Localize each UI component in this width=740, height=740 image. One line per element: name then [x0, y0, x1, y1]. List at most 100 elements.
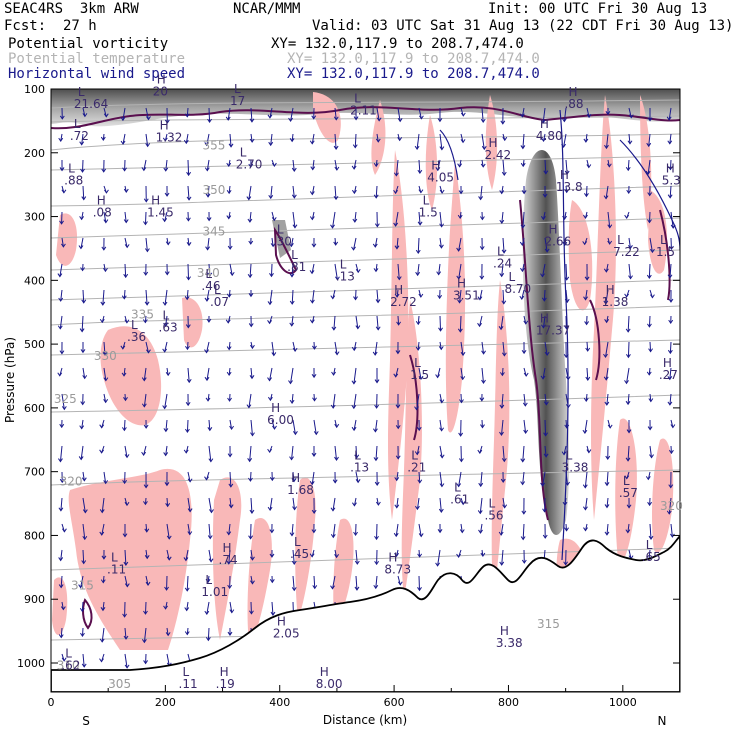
wind-arrow	[292, 497, 296, 510]
wind-arrow-head	[101, 246, 107, 251]
wind-arrow-head	[163, 167, 169, 172]
wind-arrow-head	[146, 349, 151, 354]
pv-minimum-marker: L	[423, 194, 430, 208]
wind-arrow-head	[355, 479, 361, 484]
wind-arrow-head	[228, 504, 234, 509]
wind-arrow	[355, 445, 358, 458]
wind-arrow	[229, 263, 233, 276]
pv-extremum-value: 20	[153, 84, 168, 98]
wind-arrow-head	[145, 581, 151, 586]
wind-arrow-head	[543, 453, 549, 458]
wind-arrow-head	[351, 346, 357, 352]
wind-arrow-head	[271, 217, 277, 222]
wind-arrow-head	[207, 272, 213, 277]
wind-arrow-head	[540, 482, 545, 487]
pv-minimum-marker: L	[205, 267, 212, 281]
wind-arrow-head	[267, 377, 272, 382]
wind-arrow-head	[289, 456, 294, 461]
wind-arrow-head	[520, 162, 526, 168]
wind-arrow-head	[124, 501, 130, 507]
wind-arrow	[585, 393, 588, 402]
wind-arrow-head	[521, 349, 527, 355]
wind-arrow-head	[604, 504, 610, 509]
wind-arrow-head	[523, 429, 529, 434]
wind-arrow-head	[605, 110, 611, 116]
wind-arrow-head	[186, 196, 192, 201]
wind-arrow-head	[78, 584, 84, 589]
wind-arrow-head	[351, 189, 357, 195]
wind-arrow-head	[81, 663, 87, 668]
wind-arrow	[564, 497, 567, 506]
wind-arrow	[122, 107, 126, 121]
wind-arrow-head	[565, 481, 570, 486]
wind-arrow	[439, 445, 443, 458]
wind-arrow-head	[603, 376, 609, 381]
pv-extremum-value: 5.3	[662, 174, 681, 188]
wind-arrow-head	[607, 224, 613, 229]
wind-arrow-head	[583, 527, 588, 532]
wind-arrow-head	[268, 141, 274, 147]
wind-arrow-head	[247, 273, 253, 279]
wind-arrow	[584, 497, 588, 510]
wind-arrow-head	[330, 534, 336, 539]
wind-arrow-head	[226, 189, 232, 195]
wind-arrow-head	[333, 145, 339, 150]
pv-extremum-value: .19	[216, 677, 235, 691]
wind-arrow-head	[460, 351, 466, 357]
wind-arrow-head	[163, 452, 169, 457]
pv-extremum-value: 2.42	[484, 148, 511, 162]
wind-arrow-head	[649, 454, 654, 459]
wind-arrow-head	[352, 218, 358, 223]
wind-arrow-head	[373, 268, 379, 273]
wind-arrow-head	[375, 299, 381, 304]
wind-arrow	[249, 211, 252, 223]
wind-arrow-head	[564, 276, 570, 281]
wind-arrow-head	[436, 271, 442, 276]
wind-arrow-head	[645, 170, 651, 175]
wind-arrow	[186, 575, 189, 591]
wind-arrow-head	[79, 216, 85, 221]
wind-arrow-head	[124, 664, 130, 669]
wind-arrow-head	[124, 244, 130, 249]
wind-arrow-head	[250, 432, 255, 437]
wind-arrow-head	[460, 112, 466, 117]
wind-arrow-head	[288, 243, 294, 248]
wind-arrow-head	[226, 162, 232, 168]
wind-arrow-head	[291, 194, 297, 199]
field-wind-xy: XY= 132.0,117.9 to 208.7,474.0	[287, 66, 540, 82]
wind-arrow-head	[123, 188, 129, 193]
wind-arrow-head	[479, 246, 485, 251]
theta-contour-label: 310	[57, 658, 80, 672]
pv-extremum-value: .62	[61, 658, 80, 672]
wind-arrow	[292, 549, 295, 565]
wind-arrow	[185, 549, 189, 561]
wind-arrow	[166, 549, 170, 560]
wind-arrow	[250, 497, 253, 514]
wind-arrow-head	[141, 403, 147, 408]
wind-arrow	[311, 263, 315, 274]
wind-arrow-head	[564, 170, 570, 175]
model-title: SEAC4RS 3km ARW	[4, 1, 139, 17]
wind-arrow-head	[122, 167, 127, 172]
wind-arrow-head	[61, 657, 67, 662]
wind-arrow	[82, 549, 85, 564]
wind-arrow-head	[544, 351, 550, 357]
wind-arrow-head	[439, 189, 445, 194]
wind-arrow	[647, 159, 651, 175]
wind-arrow-head	[120, 140, 126, 145]
wind-arrow-head	[205, 193, 211, 198]
wind-arrow-head	[288, 380, 293, 385]
wind-arrow	[606, 471, 609, 486]
wind-arrow	[418, 549, 421, 557]
wind-arrow	[207, 627, 210, 641]
pv-minimum-marker: L	[294, 535, 301, 549]
wind-arrow	[544, 393, 547, 405]
wind-arrow-head	[393, 172, 399, 177]
wind-arrow-head	[480, 163, 486, 168]
wind-arrow	[269, 289, 273, 305]
wind-arrow-head	[309, 299, 315, 304]
wind-arrow-head	[414, 406, 419, 411]
wind-arrow	[206, 133, 210, 146]
wind-arrow	[271, 601, 274, 616]
pv-minimum-marker: L	[234, 82, 241, 96]
